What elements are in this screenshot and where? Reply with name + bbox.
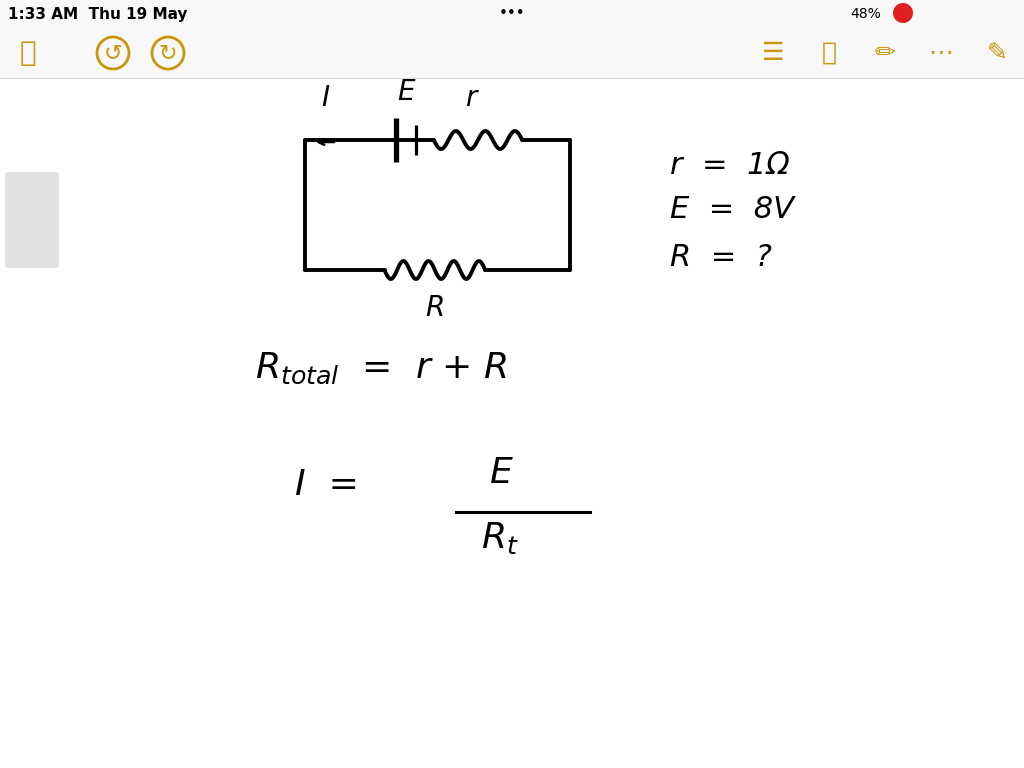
Text: 48%: 48% bbox=[850, 7, 881, 21]
Text: ↻: ↻ bbox=[159, 43, 177, 63]
Text: I: I bbox=[321, 84, 329, 112]
Text: 📷: 📷 bbox=[821, 41, 837, 65]
Text: r: r bbox=[465, 84, 476, 112]
Text: ✎: ✎ bbox=[986, 41, 1008, 65]
Text: ✏: ✏ bbox=[874, 41, 896, 65]
Text: E: E bbox=[488, 456, 511, 490]
Text: ☰: ☰ bbox=[762, 41, 784, 65]
Text: ↺: ↺ bbox=[103, 43, 122, 63]
Text: R: R bbox=[425, 294, 444, 322]
Text: E  =  8V: E = 8V bbox=[670, 196, 794, 224]
FancyBboxPatch shape bbox=[5, 172, 59, 268]
Text: E: E bbox=[397, 78, 415, 106]
Bar bbox=[0, 28, 1024, 78]
Text: 1:33 AM  Thu 19 May: 1:33 AM Thu 19 May bbox=[8, 6, 187, 22]
Text: •••: ••• bbox=[499, 6, 525, 22]
Bar bbox=[0, 0, 1024, 28]
Text: ⋯: ⋯ bbox=[929, 41, 953, 65]
Text: r  =  1Ω: r = 1Ω bbox=[670, 151, 790, 180]
Circle shape bbox=[893, 3, 913, 23]
Text: R  =  ?: R = ? bbox=[670, 243, 772, 273]
Text: $R_t$: $R_t$ bbox=[481, 520, 519, 556]
Text: I  =: I = bbox=[295, 468, 358, 502]
Text: ⤡: ⤡ bbox=[19, 39, 36, 67]
Text: $R_{total}$  =  r + R: $R_{total}$ = r + R bbox=[255, 350, 507, 386]
